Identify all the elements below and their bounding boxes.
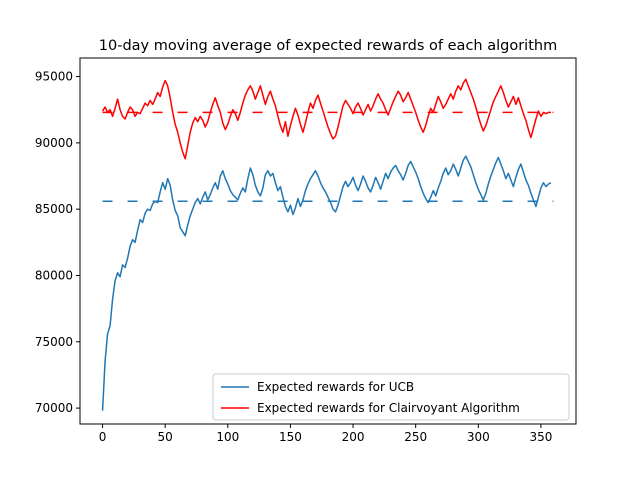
y-tick-label: 70000 [35, 401, 73, 415]
x-tick-label: 300 [467, 430, 490, 444]
chart-title: 10-day moving average of expected reward… [99, 38, 557, 54]
y-tick-label: 95000 [35, 70, 73, 84]
x-tick-label: 200 [342, 430, 365, 444]
plot-frame [79, 57, 577, 425]
x-tick-label: 350 [529, 430, 552, 444]
series-line-0 [101, 155, 552, 411]
y-axis: 70000 75000 80000 85000 90000 95000 [35, 70, 80, 415]
legend: Expected rewards for UCB Expected rewards… [212, 373, 570, 421]
x-tick-label: 0 [99, 430, 107, 444]
y-tick-label: 90000 [35, 136, 73, 150]
x-tick-label: 250 [404, 430, 427, 444]
legend-label: Expected rewards for UCB [257, 380, 414, 394]
x-tick-label: 50 [158, 430, 173, 444]
series-layer [101, 78, 554, 411]
legend-label: Expected rewards for Clairvoyant Algorit… [257, 401, 520, 415]
x-axis: 0 50 100 150 200 250 300 350 [99, 424, 552, 444]
y-tick-label: 80000 [35, 268, 73, 282]
y-tick-label: 75000 [35, 335, 73, 349]
series-line-2 [101, 78, 551, 160]
x-tick-label: 150 [279, 430, 302, 444]
legend-box [212, 373, 570, 421]
x-tick-label: 100 [216, 430, 239, 444]
y-tick-label: 85000 [35, 202, 73, 216]
